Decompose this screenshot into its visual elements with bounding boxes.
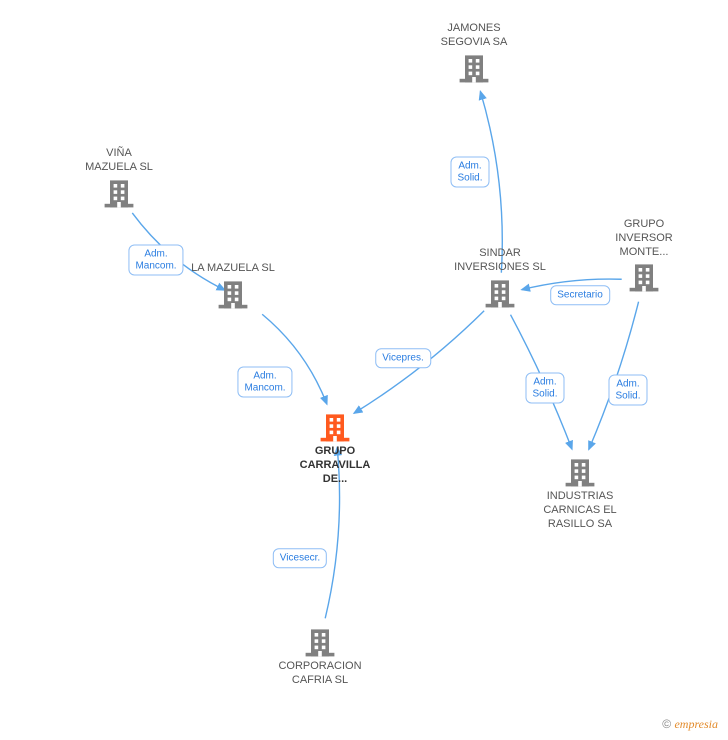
- node-la-mazuela[interactable]: LA MAZUELA SL: [183, 262, 283, 314]
- building-icon: [183, 276, 283, 312]
- node-sindar[interactable]: SINDAR INVERSIONES SL: [450, 247, 550, 313]
- node-grupo-carravilla[interactable]: GRUPO CARRAVILLA DE...: [285, 407, 385, 486]
- node-label: LA MAZUELA SL: [183, 262, 283, 276]
- node-label: JAMONES SEGOVIA SA: [424, 22, 524, 50]
- edge-label: Adm. Mancom.: [128, 245, 183, 276]
- edge-label: Secretario: [550, 285, 610, 305]
- copyright-symbol: ©: [662, 717, 671, 731]
- node-vina-mazuela[interactable]: VIÑA MAZUELA SL: [69, 147, 169, 213]
- building-icon: [424, 50, 524, 86]
- building-icon: [450, 275, 550, 311]
- node-label: GRUPO CARRAVILLA DE...: [285, 445, 385, 486]
- edge-label: Vicepres.: [375, 348, 431, 368]
- node-label: GRUPO INVERSOR MONTE...: [594, 218, 694, 259]
- edge-label: Adm. Solid.: [608, 375, 647, 406]
- building-icon: [69, 175, 169, 211]
- building-icon: [285, 409, 385, 445]
- node-label: SINDAR INVERSIONES SL: [450, 247, 550, 275]
- edge-label: Adm. Solid.: [525, 373, 564, 404]
- node-label: VIÑA MAZUELA SL: [69, 147, 169, 175]
- node-corporacion[interactable]: CORPORACION CAFRIA SL: [270, 622, 370, 688]
- node-label: CORPORACION CAFRIA SL: [270, 660, 370, 688]
- node-industrias[interactable]: INDUSTRIAS CARNICAS EL RASILLO SA: [530, 452, 630, 531]
- watermark: © empresia: [662, 717, 718, 732]
- building-icon: [270, 624, 370, 660]
- node-grupo-inversor[interactable]: GRUPO INVERSOR MONTE...: [594, 218, 694, 297]
- building-icon: [530, 454, 630, 490]
- edge-label: Adm. Mancom.: [237, 367, 292, 398]
- node-label: INDUSTRIAS CARNICAS EL RASILLO SA: [530, 490, 630, 531]
- brand-name: empresia: [674, 717, 718, 731]
- edge-label: Adm. Solid.: [450, 157, 489, 188]
- edge-label: Vicesecr.: [273, 548, 327, 568]
- node-jamones[interactable]: JAMONES SEGOVIA SA: [424, 22, 524, 88]
